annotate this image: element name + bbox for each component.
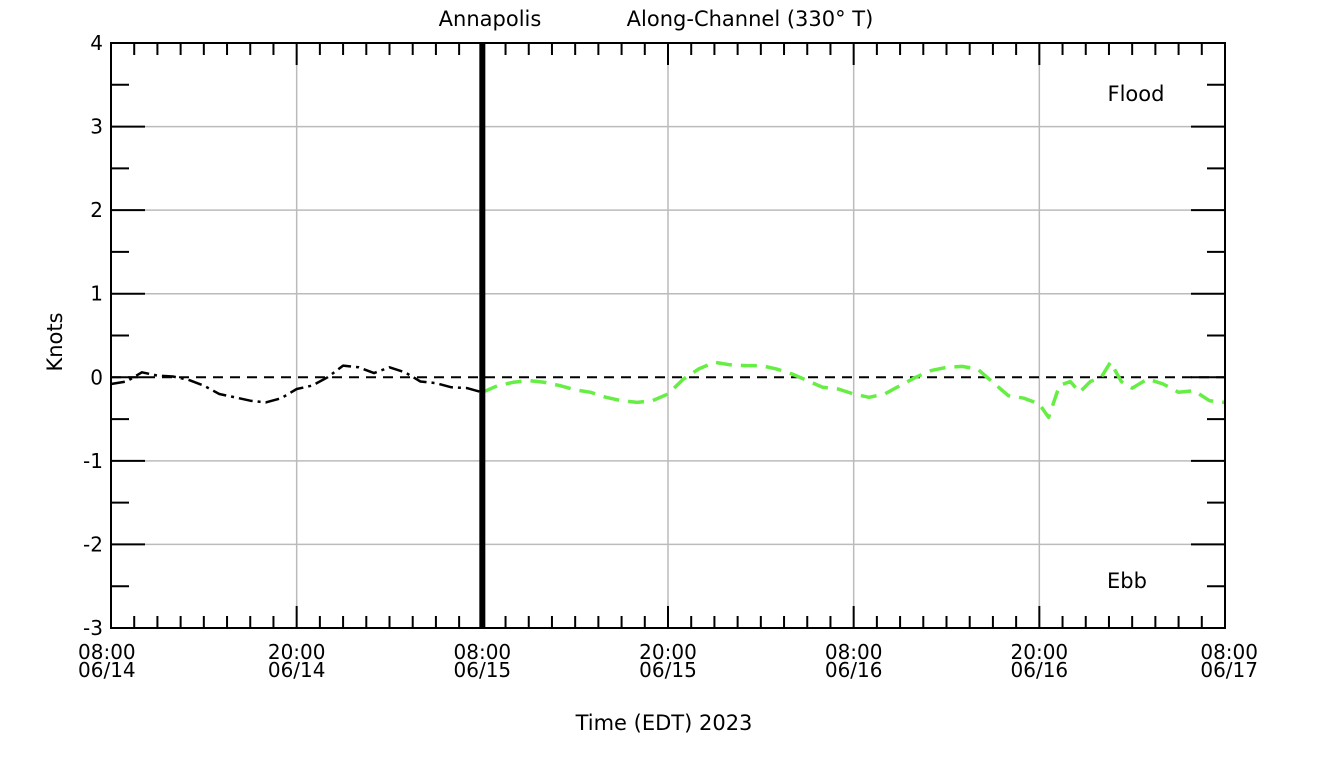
x-tick-date-label: 06/17 bbox=[1200, 658, 1258, 682]
y-tick-label: -3 bbox=[83, 616, 103, 640]
predicted-series-line bbox=[481, 360, 1226, 420]
x-tick-date-label: 06/15 bbox=[639, 658, 697, 682]
x-tick-date-label: 06/15 bbox=[454, 658, 512, 682]
x-tick-time-label: 08:00 bbox=[825, 640, 883, 664]
plot-frame bbox=[110, 42, 1226, 629]
y-tick-label: 4 bbox=[90, 31, 103, 55]
x-axis-tick-labels: 08:0006/1420:0006/1408:0006/1520:0006/15… bbox=[78, 640, 1258, 682]
x-tick-time-label: 08:00 bbox=[78, 640, 136, 664]
ebb-label: Ebb bbox=[1107, 569, 1147, 593]
x-tick-date-label: 06/16 bbox=[825, 658, 883, 682]
y-tick-label: 1 bbox=[90, 282, 103, 306]
x-tick-time-label: 20:00 bbox=[268, 640, 326, 664]
y-tick-label: -2 bbox=[83, 532, 103, 556]
x-tick-time-label: 20:00 bbox=[1011, 640, 1069, 664]
y-tick-label: -1 bbox=[83, 449, 103, 473]
x-tick-time-label: 08:00 bbox=[1200, 640, 1258, 664]
chart-title-station: Annapolis bbox=[439, 7, 542, 31]
y-axis-tick-labels: -3 -2 -1 0 1 2 3 4 bbox=[83, 31, 103, 640]
y-tick-label: 2 bbox=[90, 198, 103, 222]
y-tick-label: 3 bbox=[90, 115, 103, 139]
chart-title-component: Along-Channel (330° T) bbox=[627, 7, 874, 31]
flood-label: Flood bbox=[1108, 82, 1165, 106]
x-tick-time-label: 08:00 bbox=[454, 640, 512, 664]
y-tick-label: 0 bbox=[90, 365, 103, 389]
series-lines bbox=[110, 360, 1226, 420]
x-tick-date-label: 06/16 bbox=[1011, 658, 1069, 682]
x-tick-date-label: 06/14 bbox=[268, 658, 326, 682]
x-tick-time-label: 20:00 bbox=[639, 640, 697, 664]
y-axis-title: Knots bbox=[43, 312, 67, 371]
observed-series-line bbox=[110, 364, 483, 404]
x-axis-title: Time (EDT) 2023 bbox=[575, 711, 753, 735]
x-tick-date-label: 06/14 bbox=[78, 658, 136, 682]
